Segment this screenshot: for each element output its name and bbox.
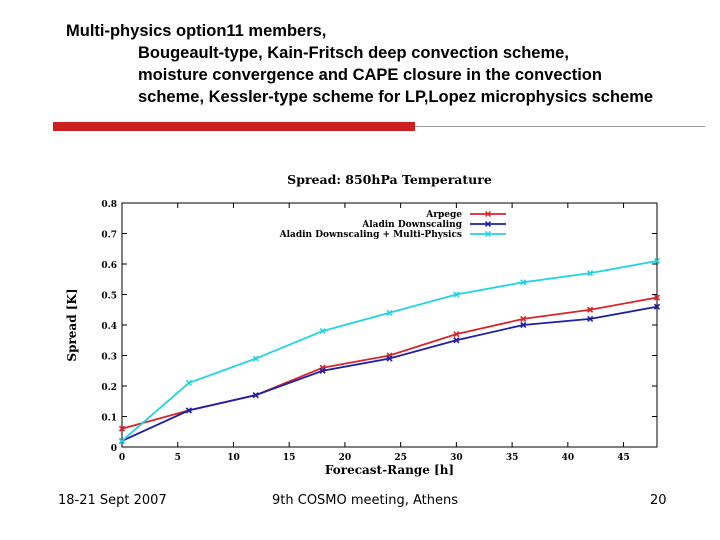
x-tick-label: 40 [562,453,575,463]
data-point [587,315,594,322]
y-axis-label: Spread [K] [65,288,79,361]
x-tick-label: 10 [227,453,240,463]
title-accent-bar [53,122,415,131]
legend-label: Aladin Downscaling [361,220,462,230]
x-tick-label: 35 [506,453,519,463]
title-line-1: Multi-physics option11 members, [66,22,327,40]
legend-marker [484,220,492,228]
title-line-3: moisture convergence and CAPE closure in… [138,66,602,84]
x-tick-label: 30 [450,453,463,463]
data-point [252,355,259,362]
data-point [520,321,527,329]
spread-chart: 0 0.1 0.2 0.3 0.4 0.5 0.6 0.7 0.8 0 5 10 15 20 25 30 35 4… [65,172,661,477]
footer-date: 18-21 Sept 2007 [58,493,167,508]
series-line-0 [121,296,658,430]
data-point [118,437,126,444]
legend-label: Arpege [425,210,462,220]
footer-event: 9th COSMO meeting, Athens [272,493,459,508]
data-point [653,303,661,310]
data-point [185,379,192,387]
data-point [453,331,460,338]
data-point [252,392,259,399]
title-divider-line [415,126,705,127]
x-tick-label: 25 [394,453,407,463]
x-tick-label: 5 [175,453,181,463]
legend-marker [484,230,492,238]
title-line-4: scheme, Kessler-type scheme for LP,Lopez… [138,88,654,106]
slide-title: Multi-physics option11 members, Bougeaul… [66,20,706,108]
x-tick-label: 15 [283,453,296,463]
data-point [185,407,192,414]
chart-container: 0 0.1 0.2 0.3 0.4 0.5 0.6 0.7 0.8 0 5 10 15 20 25 30 35 4… [60,170,662,480]
legend-label: Aladin Downscaling + Multi-Physics [279,230,462,240]
y-tick-label: 0.7 [101,231,117,241]
x-axis-label: Forecast-Range [h] [325,463,454,477]
data-point [453,337,460,344]
y-tick-label: 0.2 [101,383,117,393]
y-tick-label: 0.5 [101,292,117,302]
y-tick-label: 0 [111,444,117,454]
chart-title: Spread: 850hPa Temperature [287,172,492,187]
data-point [587,270,594,277]
data-point [653,294,661,301]
data-point [520,315,527,322]
data-point [319,328,326,335]
data-point [386,309,393,316]
y-tick-label: 0.6 [101,261,117,271]
data-point [386,355,393,362]
data-point [453,291,460,298]
legend-marker [484,210,492,218]
footer-page-number: 20 [650,493,667,508]
data-point [118,425,126,432]
data-point [653,257,661,265]
y-tick-label: 0.4 [101,322,117,332]
title-line-2: Bougeault-type, Kain-Fritsch deep convec… [138,44,569,62]
x-tick-label: 0 [119,453,125,463]
data-point [587,306,594,313]
data-point [319,367,326,374]
series-line-1 [121,305,658,442]
y-tick-label: 0.3 [101,353,117,363]
x-tick-label: 45 [617,453,630,463]
y-tick-label: 0.1 [101,414,117,424]
y-tick-label: 0.8 [101,200,117,210]
x-tick-label: 20 [339,453,352,463]
data-point [520,279,527,286]
series-line-2 [121,260,658,442]
